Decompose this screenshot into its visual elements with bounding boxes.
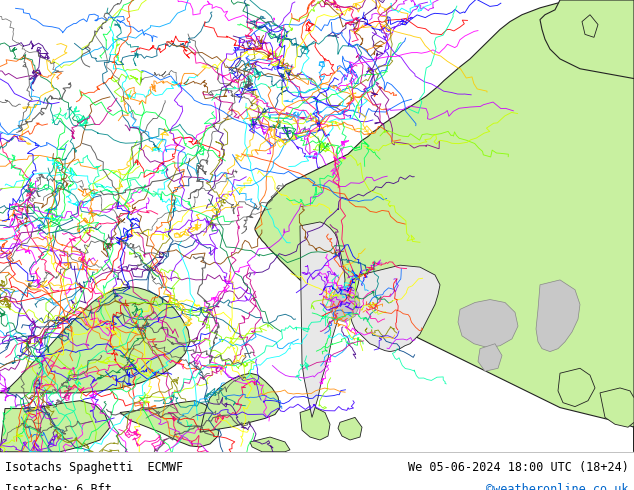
Polygon shape xyxy=(582,15,598,37)
Polygon shape xyxy=(536,280,580,352)
Polygon shape xyxy=(300,408,330,440)
Polygon shape xyxy=(478,344,502,371)
Polygon shape xyxy=(255,0,634,452)
Polygon shape xyxy=(350,265,440,352)
Polygon shape xyxy=(540,0,634,78)
Polygon shape xyxy=(250,437,290,452)
Polygon shape xyxy=(338,417,362,440)
Polygon shape xyxy=(0,401,110,452)
Text: Isotachs Spaghetti  ECMWF: Isotachs Spaghetti ECMWF xyxy=(5,462,183,474)
Polygon shape xyxy=(120,401,220,447)
Polygon shape xyxy=(0,287,190,393)
Polygon shape xyxy=(558,368,595,407)
Polygon shape xyxy=(458,299,518,348)
Polygon shape xyxy=(200,373,280,432)
Text: Isotache: 6 Bft: Isotache: 6 Bft xyxy=(5,483,112,490)
Polygon shape xyxy=(600,388,634,427)
Polygon shape xyxy=(300,222,345,417)
Text: We 05-06-2024 18:00 UTC (18+24): We 05-06-2024 18:00 UTC (18+24) xyxy=(408,462,629,474)
Polygon shape xyxy=(330,285,360,322)
Text: ©weatheronline.co.uk: ©weatheronline.co.uk xyxy=(486,483,629,490)
